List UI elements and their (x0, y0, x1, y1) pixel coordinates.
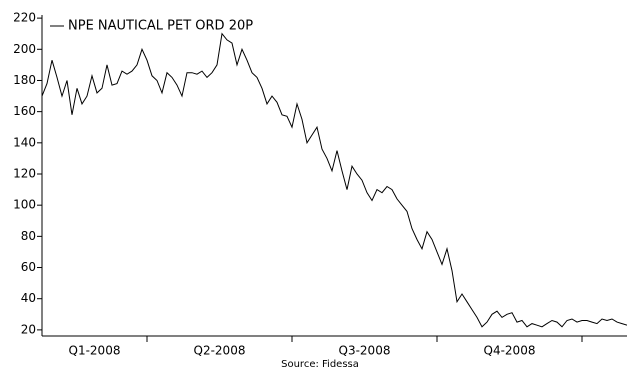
y-tick-label: 20 (21, 322, 36, 336)
y-tick-label: 200 (13, 42, 36, 56)
y-tick-label: 160 (13, 104, 36, 118)
y-tick-label: 80 (21, 229, 36, 243)
x-tick-label: Q3-2008 (339, 344, 391, 358)
y-tick-label: 60 (21, 260, 36, 274)
x-tick-label: Q1-2008 (69, 344, 121, 358)
x-tick-label: Q4-2008 (484, 344, 536, 358)
source-note: Source: Fidessa (281, 359, 359, 370)
y-tick-label: 120 (13, 167, 36, 181)
y-tick-label: 220 (13, 11, 36, 25)
price-line (41, 32, 627, 328)
y-tick-label: 180 (13, 73, 36, 87)
y-tick-label: 40 (21, 291, 36, 305)
y-tick-label: 100 (13, 198, 36, 212)
legend-label: NPE NAUTICAL PET ORD 20P (68, 19, 253, 34)
x-tick-label: Q2-2008 (194, 344, 246, 358)
y-tick-label: 140 (13, 135, 36, 149)
